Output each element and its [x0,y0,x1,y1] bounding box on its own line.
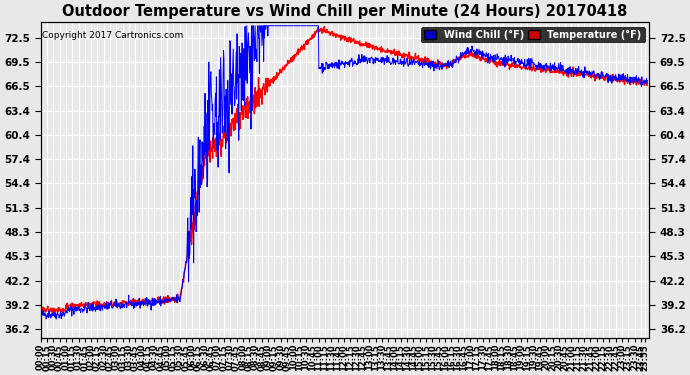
Text: Copyright 2017 Cartronics.com: Copyright 2017 Cartronics.com [42,31,183,40]
Title: Outdoor Temperature vs Wind Chill per Minute (24 Hours) 20170418: Outdoor Temperature vs Wind Chill per Mi… [62,4,628,19]
Legend: Wind Chill (°F), Temperature (°F): Wind Chill (°F), Temperature (°F) [422,27,644,42]
